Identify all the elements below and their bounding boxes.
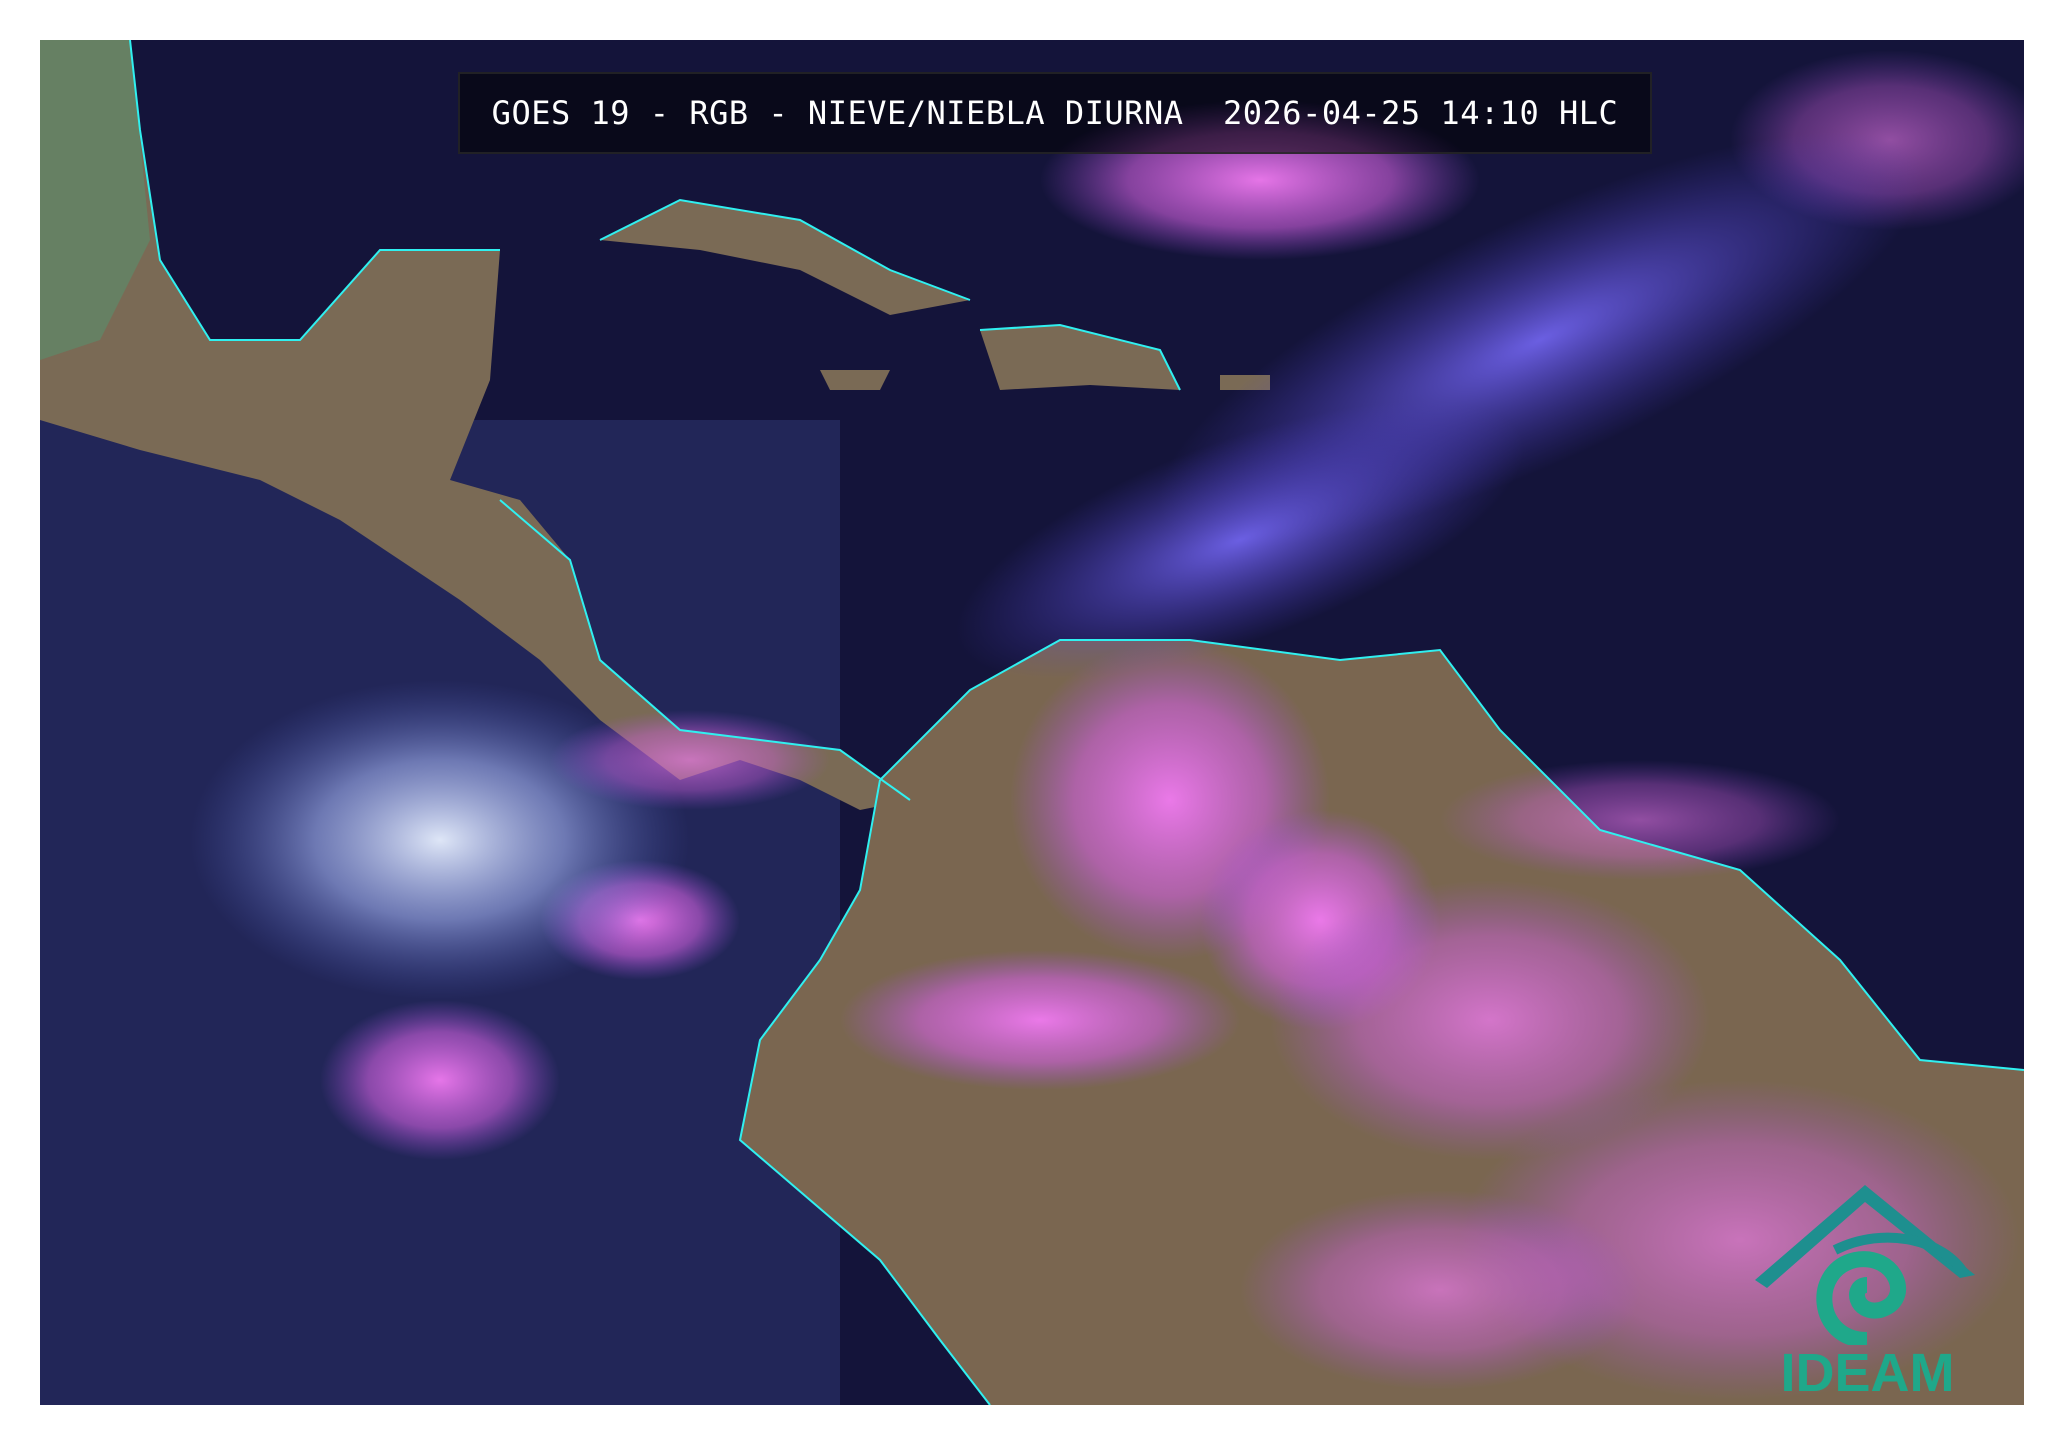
logo-text: IDEAM xyxy=(1780,1343,1955,1403)
title-text: GOES 19 - RGB - NIEVE/NIEBLA DIURNA 2026… xyxy=(491,94,1619,132)
title-banner: GOES 19 - RGB - NIEVE/NIEBLA DIURNA 2026… xyxy=(458,72,1652,154)
satellite-image xyxy=(40,40,2024,1405)
ideam-logo-icon xyxy=(1755,1185,1975,1348)
land-hispaniola xyxy=(980,325,1180,390)
ideam-logo: IDEAM xyxy=(1755,1180,1980,1400)
land-cuba xyxy=(600,200,970,315)
